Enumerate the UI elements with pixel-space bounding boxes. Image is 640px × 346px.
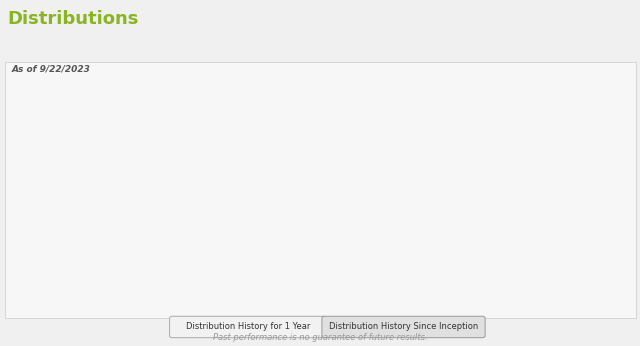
Bar xyxy=(502,135,508,285)
Bar xyxy=(495,135,501,285)
Bar xyxy=(138,172,143,285)
Bar xyxy=(545,146,550,285)
Bar xyxy=(369,116,375,285)
Bar xyxy=(552,146,557,285)
Bar xyxy=(116,172,122,285)
Bar xyxy=(327,113,333,285)
Bar xyxy=(615,189,621,285)
Bar xyxy=(81,182,87,285)
Bar xyxy=(580,146,586,285)
Text: Past performance is no guarantee of future results.: Past performance is no guarantee of futu… xyxy=(212,333,428,342)
Bar xyxy=(95,182,101,285)
Bar xyxy=(257,113,263,285)
Bar xyxy=(516,146,522,285)
Bar xyxy=(446,135,452,285)
Bar xyxy=(509,146,515,285)
Bar xyxy=(488,135,494,285)
Bar xyxy=(412,116,417,285)
Bar xyxy=(460,135,467,285)
Bar xyxy=(348,116,354,285)
Legend: Distribution History - Since Inception: Distribution History - Since Inception xyxy=(255,77,433,86)
Bar xyxy=(271,113,276,285)
Bar xyxy=(559,146,564,285)
Bar xyxy=(467,135,474,285)
Bar xyxy=(292,113,298,285)
Bar xyxy=(278,113,284,285)
Y-axis label: $Per Share: $Per Share xyxy=(12,168,20,214)
Bar xyxy=(228,144,235,285)
Bar xyxy=(299,113,305,285)
Bar xyxy=(594,189,600,285)
Bar xyxy=(376,116,382,285)
Text: As of 9/22/2023: As of 9/22/2023 xyxy=(12,64,90,73)
Bar xyxy=(67,182,73,285)
Bar xyxy=(221,144,228,285)
Bar xyxy=(362,116,368,285)
Bar xyxy=(88,182,94,285)
Bar xyxy=(207,144,214,285)
Bar xyxy=(538,146,543,285)
Bar xyxy=(285,113,291,285)
Bar xyxy=(481,135,488,285)
Text: Distributions: Distributions xyxy=(8,10,139,28)
Bar xyxy=(390,116,396,285)
Bar xyxy=(608,189,614,285)
Bar xyxy=(432,135,438,285)
Bar xyxy=(200,144,207,285)
Bar xyxy=(250,144,256,285)
Bar xyxy=(187,144,193,285)
Bar xyxy=(145,172,150,285)
Bar xyxy=(214,144,221,285)
Bar xyxy=(524,146,529,285)
Bar xyxy=(341,116,347,285)
Text: Distribution History Since Inception: Distribution History Since Inception xyxy=(329,322,478,331)
Bar xyxy=(124,172,129,285)
Bar xyxy=(264,113,270,285)
Bar xyxy=(180,144,186,285)
Bar xyxy=(453,135,460,285)
Bar xyxy=(474,135,481,285)
Bar xyxy=(166,172,172,285)
Bar xyxy=(74,182,80,285)
Bar xyxy=(236,144,242,285)
Bar xyxy=(397,116,403,285)
Bar xyxy=(418,116,424,285)
Bar xyxy=(152,172,157,285)
Bar xyxy=(425,135,431,285)
Bar xyxy=(306,113,312,285)
Text: Distribution History for 1 Year: Distribution History for 1 Year xyxy=(186,322,310,331)
Bar xyxy=(531,146,536,285)
Bar xyxy=(102,182,108,285)
Bar xyxy=(334,113,340,285)
Bar xyxy=(159,172,164,285)
Bar xyxy=(573,146,579,285)
Bar xyxy=(355,116,361,285)
Bar xyxy=(404,116,410,285)
Bar xyxy=(601,189,607,285)
Bar xyxy=(587,146,593,285)
Bar xyxy=(194,144,200,285)
Bar xyxy=(566,146,572,285)
Bar xyxy=(320,113,326,285)
Bar xyxy=(383,116,389,285)
Bar xyxy=(439,135,445,285)
Bar xyxy=(109,182,115,285)
Bar xyxy=(313,113,319,285)
Bar xyxy=(131,172,136,285)
Bar xyxy=(622,189,628,285)
Bar xyxy=(173,144,179,285)
Bar xyxy=(60,182,66,285)
Bar xyxy=(243,144,249,285)
